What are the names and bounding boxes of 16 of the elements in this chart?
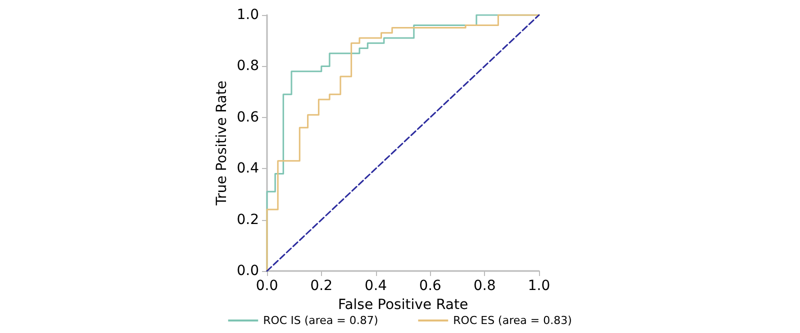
y-tick-label: 0.4 [236, 160, 260, 177]
x-tick-label: 1.0 [528, 278, 550, 294]
y-tick-label: 0.6 [236, 109, 260, 126]
x-tick-label: 0.0 [256, 278, 278, 294]
x-tick-label: 0.8 [473, 278, 496, 294]
y-axis-title: True Positive Rate [214, 80, 230, 206]
x-axis-title: False Positive Rate [338, 296, 468, 313]
y-tick-label: 0.2 [236, 212, 259, 228]
legend-label: ROC IS (area = 0.87) [263, 314, 378, 327]
y-tick-label: 1.0 [236, 7, 259, 23]
x-tick-label: 0.2 [310, 278, 333, 294]
x-tick-label: 0.4 [364, 278, 388, 294]
x-tick-label: 0.6 [419, 278, 442, 294]
y-tick-label: 0.0 [236, 263, 259, 279]
y-tick-label: 0.8 [236, 58, 259, 74]
legend-label: ROC ES (area = 0.83) [453, 314, 572, 327]
